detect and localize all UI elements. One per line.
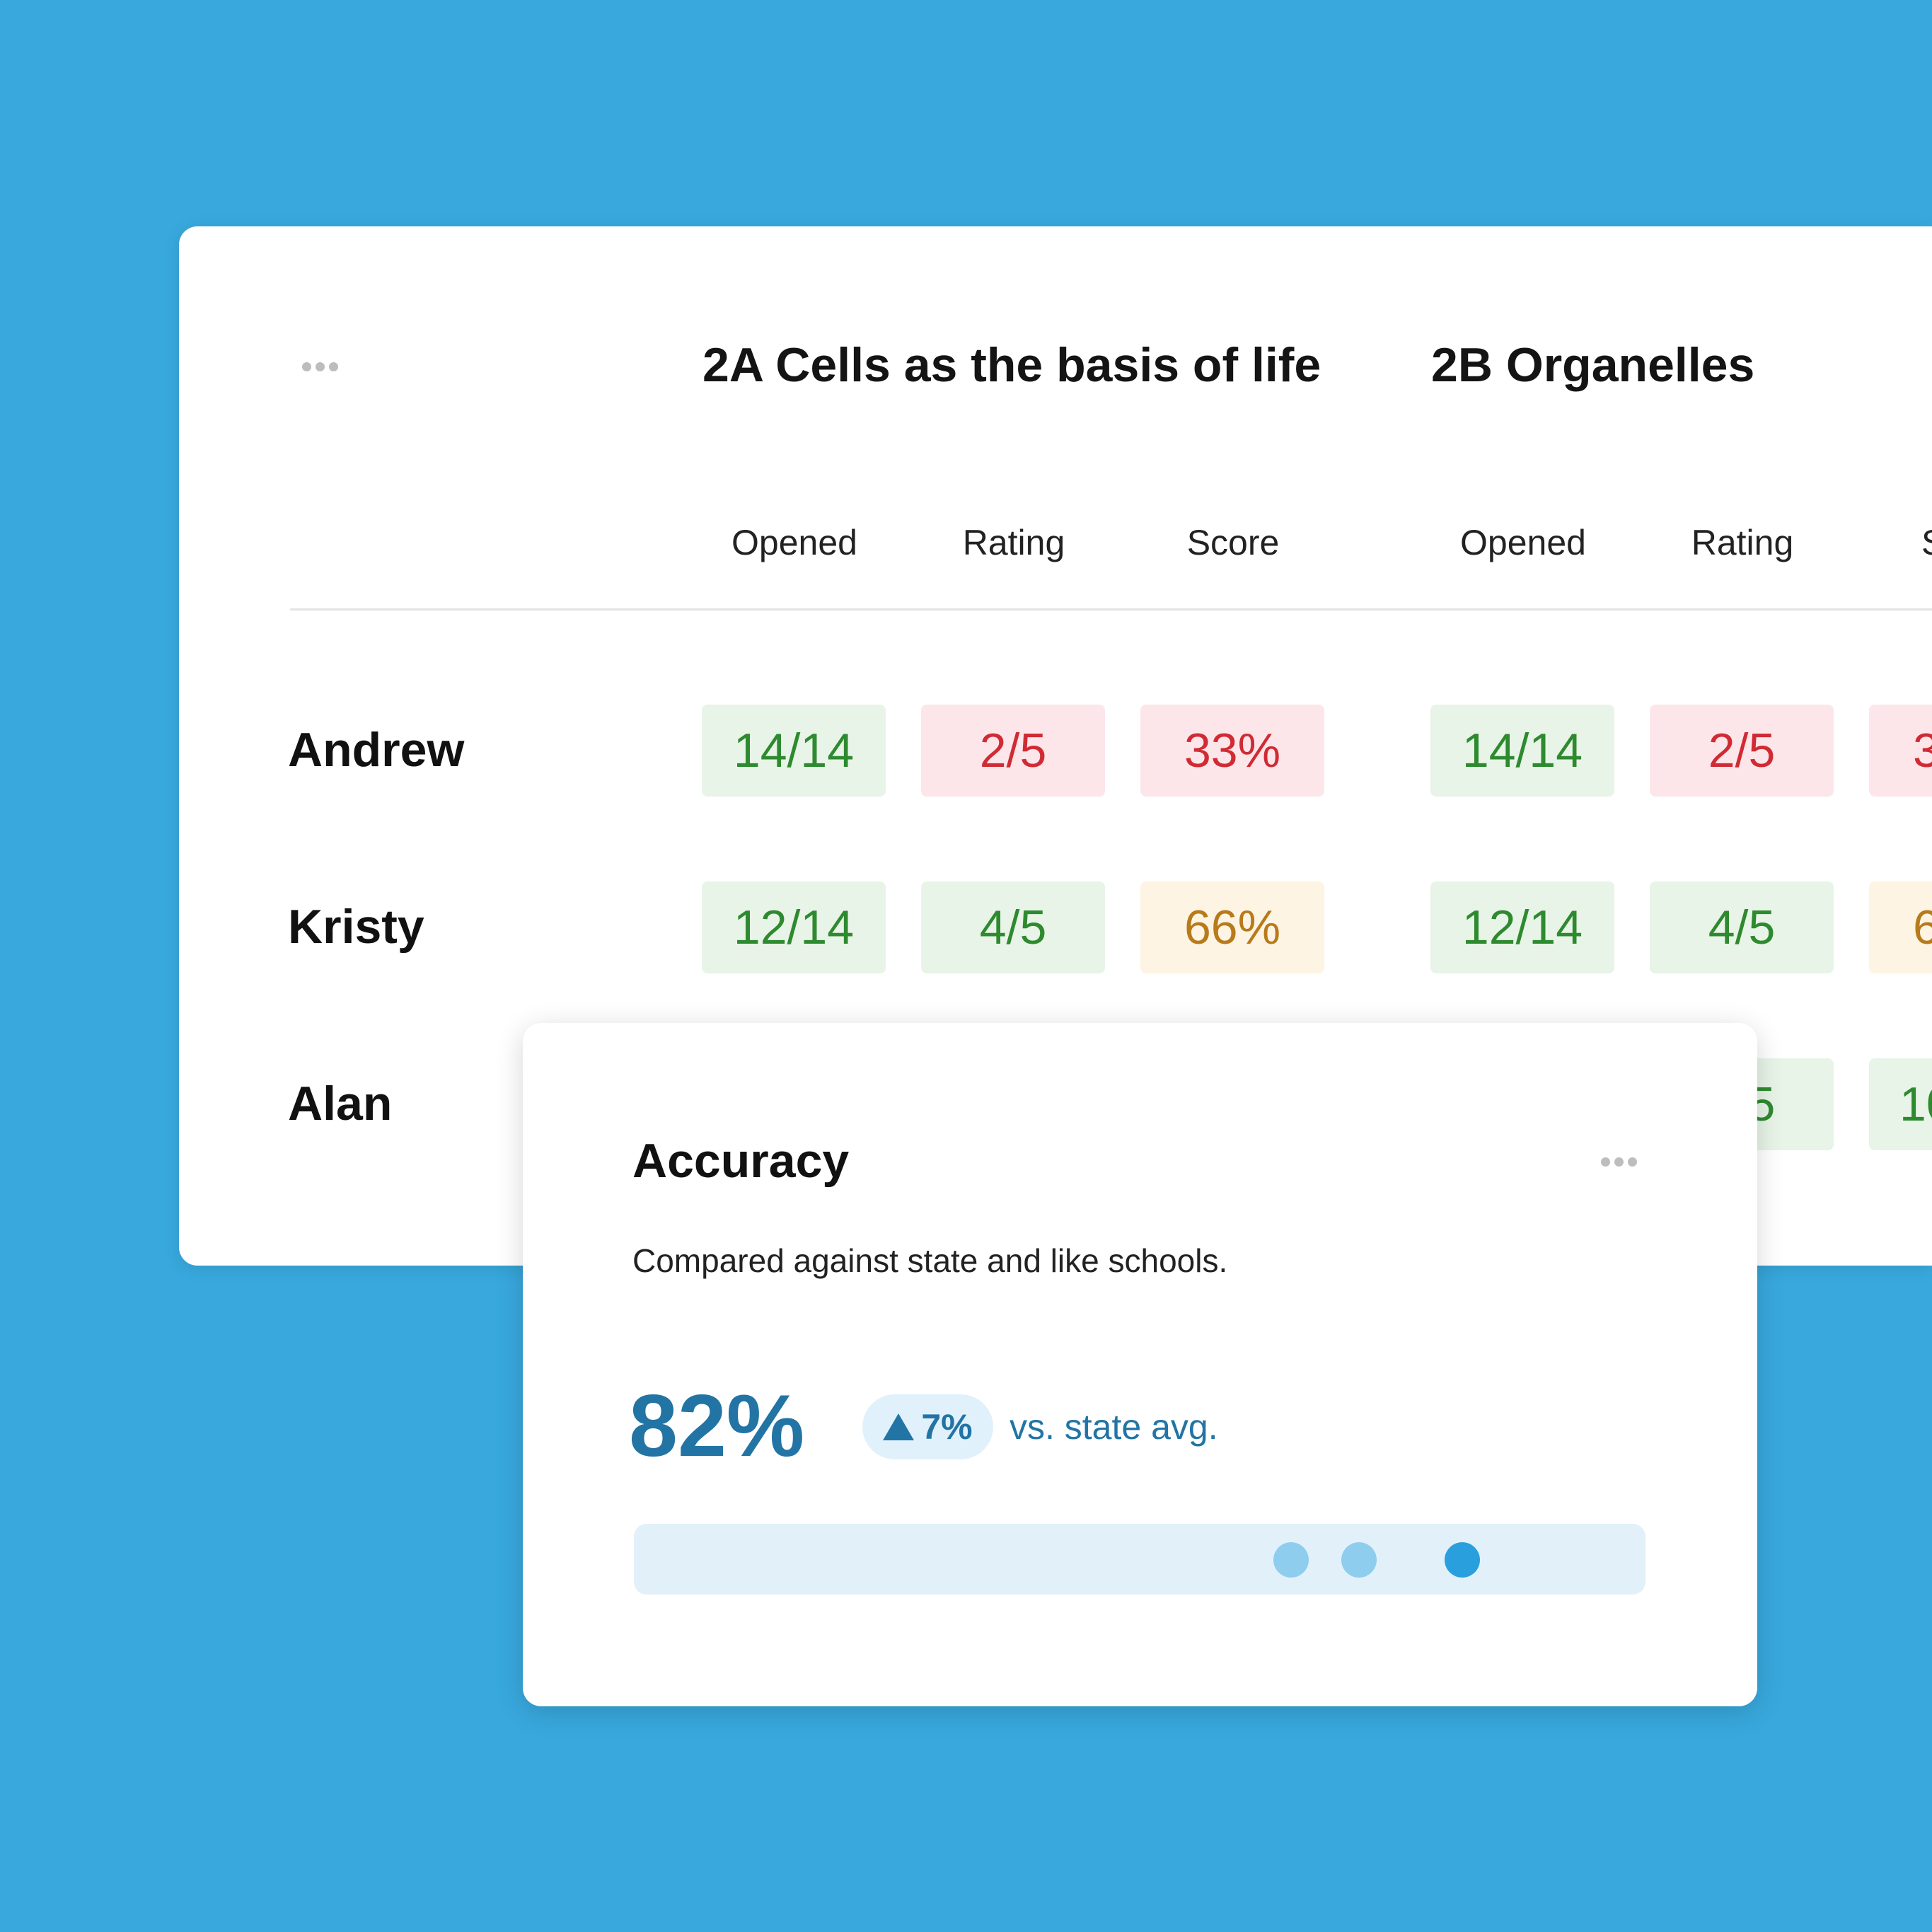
accuracy-subtitle: Compared against state and like schools. bbox=[632, 1242, 1228, 1279]
state-average-marker[interactable] bbox=[1341, 1542, 1377, 1578]
table-cell-score[interactable]: 33% bbox=[1869, 705, 1932, 797]
school-accuracy-marker[interactable] bbox=[1445, 1542, 1480, 1578]
table-cell-opened[interactable]: 12/14 bbox=[1430, 881, 1614, 973]
column-header-rating[interactable]: Rating bbox=[962, 523, 1065, 562]
column-header-score[interactable]: Score bbox=[1186, 523, 1280, 562]
accuracy-title: Accuracy bbox=[632, 1134, 850, 1188]
more-options-icon[interactable] bbox=[302, 362, 338, 371]
table-cell-opened[interactable]: 14/14 bbox=[702, 705, 886, 797]
table-cell-opened[interactable]: 12/14 bbox=[702, 881, 886, 973]
student-name[interactable]: Alan bbox=[288, 1077, 393, 1130]
accuracy-card: Accuracy Compared against state and like… bbox=[523, 1023, 1757, 1706]
table-cell-score[interactable]: 100% bbox=[1869, 1058, 1932, 1150]
column-header-opened[interactable]: Opened bbox=[731, 523, 857, 562]
student-name[interactable]: Andrew bbox=[288, 723, 465, 777]
table-cell-rating[interactable]: 2/5 bbox=[1650, 705, 1834, 797]
table-cell-rating[interactable]: 4/5 bbox=[921, 881, 1105, 973]
compare-label: vs. state avg. bbox=[1010, 1407, 1218, 1447]
triangle-up-icon bbox=[883, 1413, 915, 1440]
group-title-2a: 2A Cells as the basis of life bbox=[702, 338, 1321, 392]
table-cell-score[interactable]: 66% bbox=[1869, 881, 1932, 973]
column-header-rating[interactable]: Rating bbox=[1691, 523, 1794, 562]
change-value: 7% bbox=[921, 1407, 973, 1447]
column-header-opened[interactable]: Opened bbox=[1460, 523, 1586, 562]
group-title-2b: 2B Organelles bbox=[1431, 338, 1755, 392]
column-header-score[interactable]: Score bbox=[1869, 522, 1932, 563]
like-schools-marker[interactable] bbox=[1273, 1542, 1309, 1578]
table-cell-opened[interactable]: 14/14 bbox=[1430, 705, 1614, 797]
header-divider bbox=[290, 608, 1932, 611]
table-cell-score[interactable]: 33% bbox=[1140, 705, 1324, 797]
comparison-range-track bbox=[634, 1524, 1645, 1595]
table-cell-rating[interactable]: 2/5 bbox=[921, 705, 1105, 797]
table-cell-rating[interactable]: 4/5 bbox=[1650, 881, 1834, 973]
change-badge: 7% bbox=[862, 1394, 993, 1459]
table-cell-score[interactable]: 66% bbox=[1140, 881, 1324, 973]
accuracy-value: 82% bbox=[629, 1377, 805, 1475]
more-options-icon[interactable] bbox=[1601, 1157, 1637, 1167]
student-name[interactable]: Kristy bbox=[288, 900, 424, 954]
